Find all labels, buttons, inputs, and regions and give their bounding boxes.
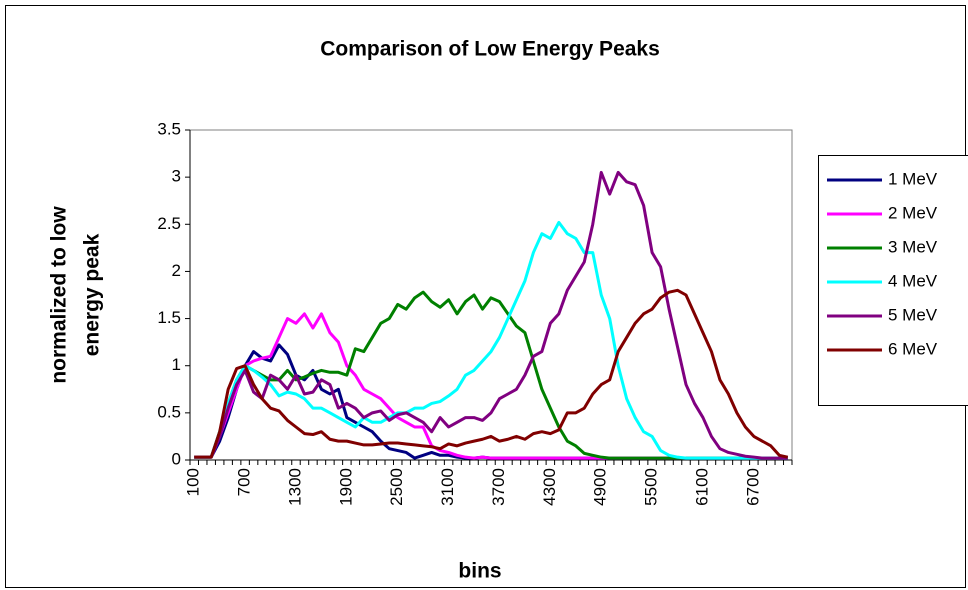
legend-label: 3 MeV xyxy=(888,237,938,256)
x-tick-label: 100 xyxy=(184,468,203,496)
x-tick-label: 2500 xyxy=(387,468,406,506)
x-tick-label: 700 xyxy=(235,468,254,496)
series-line xyxy=(194,288,789,459)
series-line xyxy=(194,220,788,460)
y-tick-label: 3 xyxy=(172,167,181,186)
y-tick-label: 1.5 xyxy=(157,308,181,327)
y-tick-label: 0.5 xyxy=(157,402,181,421)
y-tick-label: 0 xyxy=(172,449,181,468)
y-tick-label: 3.5 xyxy=(157,119,181,138)
chart-title: Comparison of Low Energy Peaks xyxy=(320,38,660,61)
x-tick-label: 3100 xyxy=(438,468,457,506)
legend-label: 1 MeV xyxy=(888,169,938,188)
x-tick-label: 5500 xyxy=(642,468,661,506)
legend-label: 2 MeV xyxy=(888,203,938,222)
plot-area xyxy=(189,129,793,461)
x-tick-label: 3700 xyxy=(489,468,508,506)
x-tick-label: 1900 xyxy=(336,468,355,506)
y-axis-title: normalized to low xyxy=(48,206,71,384)
x-axis-title: bins xyxy=(458,560,501,583)
y-axis-title: energy peak xyxy=(81,233,104,356)
legend-label: 6 MeV xyxy=(888,339,938,358)
x-tick-label: 4900 xyxy=(591,468,610,506)
y-tick-label: 2.5 xyxy=(157,214,181,233)
x-tick-label: 4300 xyxy=(540,468,559,506)
x-tick-label: 1300 xyxy=(285,468,304,506)
legend-label: 4 MeV xyxy=(888,271,938,290)
x-tick-label: 6100 xyxy=(692,468,711,506)
y-tick-label: 2 xyxy=(172,261,181,280)
series-line xyxy=(194,170,788,460)
legend-label: 5 MeV xyxy=(888,305,938,324)
x-tick-label: 6700 xyxy=(743,468,762,506)
y-tick-label: 1 xyxy=(172,355,181,374)
